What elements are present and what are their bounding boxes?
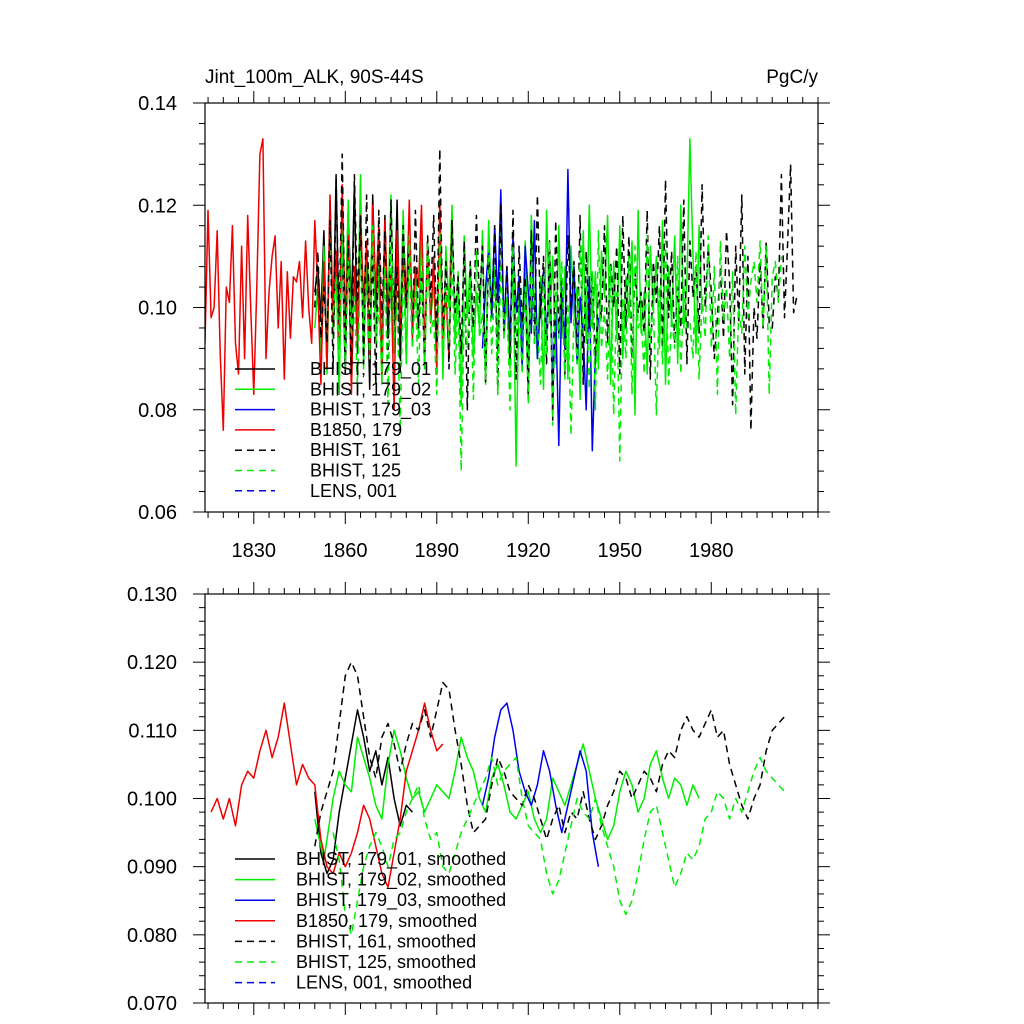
- bottom-y-tick-label: 0.090: [127, 857, 177, 879]
- bottom-panel: 0.070 0.080 0.090 0.100 0.110 0.120 0.130 BHIS…: [127, 582, 830, 1015]
- top-legend-label-2: BHIST, 179_02: [310, 379, 431, 400]
- bottom-series-line-3: [481, 702, 600, 867]
- top-series-line-6: [332, 224, 783, 472]
- bottom-series-line-2: [314, 729, 700, 861]
- bottom-series-line-6: [332, 756, 786, 936]
- chart-title: Jint_100m_ALK, 90S-44S: [205, 67, 424, 88]
- top-legend-label-5: BHIST, 161: [310, 440, 401, 460]
- bottom-legend-label-7: LENS, 001, smoothed: [296, 973, 472, 993]
- top-y-tick-label: 0.14: [138, 93, 177, 115]
- top-panel: 1830 1860 1890 1920 1950 1980 0.06 0.08 0.10 0.12…: [138, 91, 830, 562]
- top-y-tick-label: 0.08: [138, 400, 177, 422]
- bottom-legend-label-4: B1850, 179, smoothed: [296, 911, 477, 931]
- top-legend-label-4: B1850, 179: [310, 420, 402, 440]
- bottom-y-tick-label: 0.100: [127, 789, 177, 811]
- top-legend-label-3: BHIST, 179_03: [310, 400, 431, 421]
- top-legend-label-1: BHIST, 179_01: [310, 359, 431, 380]
- top-x-tick-label: 1830: [232, 540, 277, 562]
- top-y-tick-label: 0.12: [138, 195, 177, 217]
- bottom-y-tick-label: 0.130: [127, 584, 177, 606]
- top-x-tick-label: 1920: [506, 540, 551, 562]
- bottom-series-line-5: [314, 661, 786, 847]
- top-axes: 1830 1860 1890 1920 1950 1980 0.06 0.08 0.10 0.12…: [138, 91, 830, 562]
- top-y-tick-label: 0.06: [138, 502, 177, 524]
- bottom-legend-label-6: BHIST, 125, smoothed: [296, 952, 476, 972]
- bottom-y-tick-label: 0.120: [127, 652, 177, 674]
- top-series-group: [205, 138, 798, 472]
- top-x-tick-label: 1890: [415, 540, 460, 562]
- top-legend-label-7: LENS, 001: [310, 481, 397, 501]
- bottom-axes: 0.070 0.080 0.090 0.100 0.110 0.120 0.130: [127, 582, 830, 1015]
- bottom-series-group: [210, 661, 786, 936]
- top-x-tick-label: 1860: [323, 540, 368, 562]
- top-series-line-5: [314, 148, 798, 431]
- bottom-series-line-1: [314, 709, 413, 875]
- bottom-y-tick-label: 0.110: [128, 720, 177, 742]
- top-y-tick-label: 0.10: [138, 298, 177, 320]
- units-label: PgC/y: [766, 67, 818, 88]
- bottom-y-tick-label: 0.070: [127, 993, 177, 1015]
- bottom-y-tick-label: 0.080: [127, 925, 177, 947]
- top-legend-label-6: BHIST, 125: [310, 461, 401, 481]
- bottom-legend-label-2: BHIST, 179_02, smoothed: [296, 870, 506, 891]
- top-x-tick-label: 1980: [689, 540, 734, 562]
- top-x-tick-label: 1950: [598, 540, 643, 562]
- bottom-series-line-4: [210, 702, 444, 888]
- bottom-legend-label-1: BHIST, 179_01, smoothed: [296, 849, 506, 870]
- bottom-legend-label-5: BHIST, 161, smoothed: [296, 931, 476, 951]
- bottom-legend-label-3: BHIST, 179_03, smoothed: [296, 890, 506, 911]
